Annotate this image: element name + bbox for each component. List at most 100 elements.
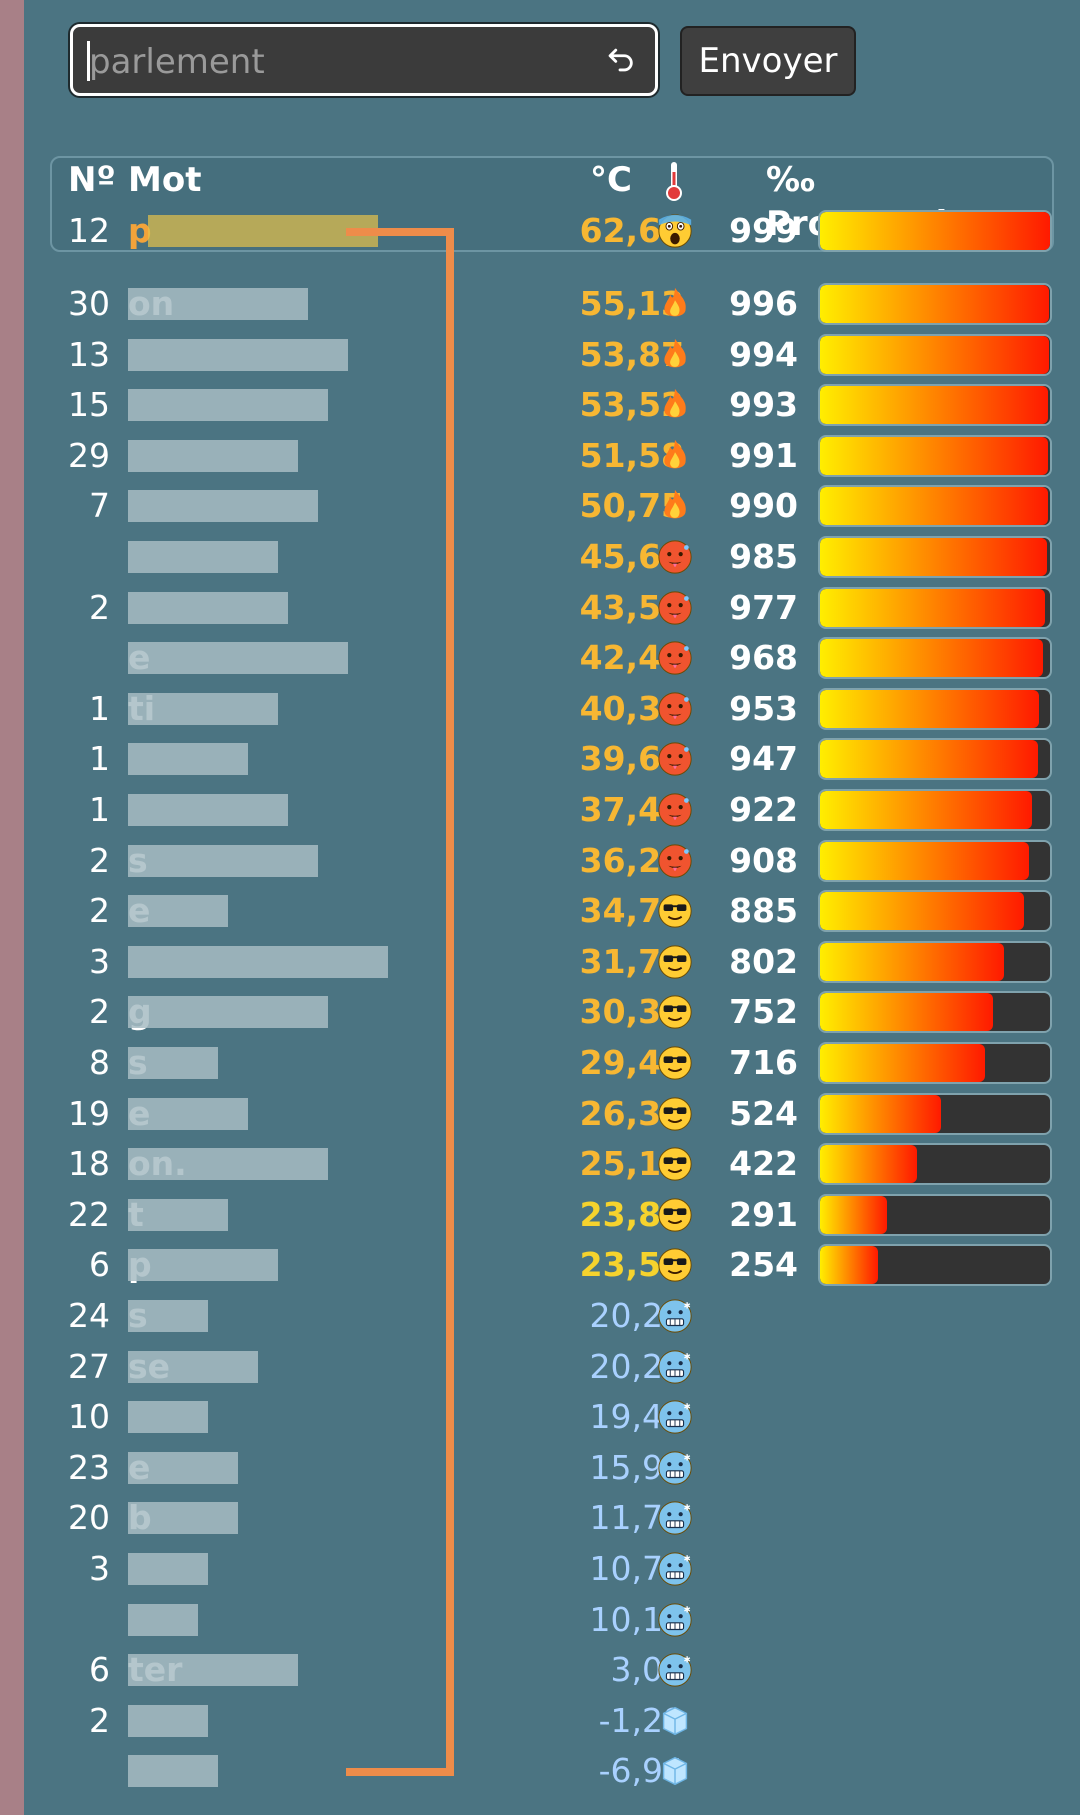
guess-word: p: [128, 1245, 488, 1285]
guess-word: e: [128, 638, 488, 678]
progress-bar: [818, 991, 1052, 1034]
redaction-mask: [128, 1097, 248, 1130]
guess-temperature: 23,83: [579, 1194, 684, 1234]
guess-temperature: -6,94: [598, 1751, 684, 1791]
guess-number: 8: [89, 1043, 110, 1082]
guess-field[interactable]: [70, 24, 658, 96]
shocked-face-icon: [656, 212, 694, 250]
redaction-mask: [128, 1654, 298, 1687]
table-row: 19 e 26,38 524: [50, 1089, 1054, 1139]
table-row: 2 -1,28: [50, 1696, 1054, 1746]
guess-word: ti: [128, 689, 488, 729]
guess-number: 20: [68, 1498, 110, 1538]
table-row: 7 50,75 990: [50, 481, 1054, 531]
guess-temperature: 30,35: [579, 992, 684, 1032]
guess-temperature: 25,19: [579, 1144, 684, 1184]
redaction-mask: [128, 743, 248, 776]
table-row: 2g 30,35 752: [50, 987, 1054, 1037]
guess-permille: 994: [729, 334, 798, 374]
guess-number: 2: [89, 1700, 110, 1740]
guess-word: s: [128, 1296, 488, 1336]
undo-icon[interactable]: [603, 43, 637, 77]
progress-bar: [818, 1092, 1052, 1135]
progress-bar-fill: [820, 285, 1050, 323]
hot-face-icon: [656, 791, 694, 829]
guess-permille: 991: [729, 435, 798, 475]
hot-face-icon: [656, 589, 694, 627]
guess-word: [128, 942, 488, 982]
progress-bar-fill: [820, 212, 1050, 250]
guess-word: e: [128, 891, 488, 931]
progress-bar-fill: [820, 1044, 985, 1082]
send-button[interactable]: Envoyer: [680, 26, 856, 96]
redaction-mask: [128, 1755, 218, 1788]
guess-number: 12: [68, 211, 110, 250]
guess-word: [128, 486, 488, 526]
guess-temperature: 42,40: [579, 638, 684, 678]
guess-permille: 716: [729, 1043, 798, 1082]
guess-number: 10: [68, 1397, 110, 1437]
guess-permille: 752: [729, 992, 798, 1032]
cold-face-icon: ✱: [656, 1449, 694, 1487]
table-row: 3 31,70 802: [50, 937, 1054, 987]
progress-bar: [818, 940, 1052, 983]
redaction-mask: [128, 1300, 208, 1332]
progress-bar-fill: [820, 1145, 918, 1184]
column-header-temperature[interactable]: °C: [590, 160, 632, 200]
progress-bar: [818, 434, 1052, 477]
guess-permille: 977: [729, 587, 798, 627]
guess-word-text: p: [128, 211, 152, 250]
redaction-mask: [148, 215, 378, 247]
sunglasses-icon: [656, 1246, 694, 1284]
table-row: 1 39,64 947: [50, 734, 1054, 784]
guess-word: ter: [128, 1650, 488, 1690]
progress-bar: [818, 738, 1052, 781]
column-header-number[interactable]: Nº: [68, 160, 116, 200]
sunglasses-icon: [656, 1044, 694, 1082]
guess-temperature: 19,44: [589, 1397, 684, 1437]
table-row: 1 37,49 922: [50, 785, 1054, 835]
hot-face-icon: [656, 538, 694, 576]
guess-temperature: 11,78: [589, 1498, 684, 1538]
redaction-mask: [128, 642, 348, 675]
progress-bar-fill: [820, 791, 1033, 829]
guess-number: 1: [89, 790, 110, 829]
ice-cube-icon: [656, 1702, 694, 1740]
guess-temperature: 45,63: [579, 537, 684, 576]
redaction-mask: [128, 1350, 258, 1383]
hot-face-icon: [656, 842, 694, 880]
guess-input[interactable]: [87, 35, 591, 89]
guess-permille: 922: [729, 790, 798, 829]
guess-word: p: [128, 211, 488, 251]
sunglasses-icon: [656, 1095, 694, 1133]
sunglasses-icon: [656, 993, 694, 1031]
redaction-mask: [128, 1249, 278, 1282]
guess-temperature: 20,26: [589, 1296, 684, 1335]
guess-temperature: 53,87: [579, 334, 684, 374]
guess-temperature: 29,43: [579, 1043, 684, 1082]
guess-temperature: 50,75: [579, 486, 684, 526]
guess-word: [128, 1549, 488, 1589]
sunglasses-icon: [656, 943, 694, 981]
progress-bar: [818, 1042, 1052, 1084]
guess-number: 18: [68, 1144, 110, 1184]
guess-temperature: 26,38: [579, 1093, 684, 1133]
fire-icon: [656, 285, 694, 323]
svg-text:✱: ✱: [684, 1554, 691, 1564]
table-row: 15 53,52 993: [50, 380, 1054, 430]
guess-number: 3: [89, 1549, 110, 1588]
hot-face-icon: [656, 639, 694, 677]
guess-number: 30: [68, 284, 110, 323]
redaction-mask: [128, 288, 308, 320]
table-row: 13 53,87 994: [50, 330, 1054, 380]
column-header-word[interactable]: Mot: [128, 160, 202, 200]
table-row: 29 51,58 991: [50, 431, 1054, 481]
guess-permille: 802: [729, 941, 798, 981]
guess-number: 2: [89, 587, 110, 627]
progress-bar-fill: [820, 386, 1049, 425]
left-edge-strip: [0, 0, 24, 1815]
progress-bar: [818, 789, 1052, 831]
guess-word: [128, 1600, 488, 1640]
guess-word: s: [128, 1043, 488, 1083]
cold-face-icon: ✱: [656, 1651, 694, 1689]
